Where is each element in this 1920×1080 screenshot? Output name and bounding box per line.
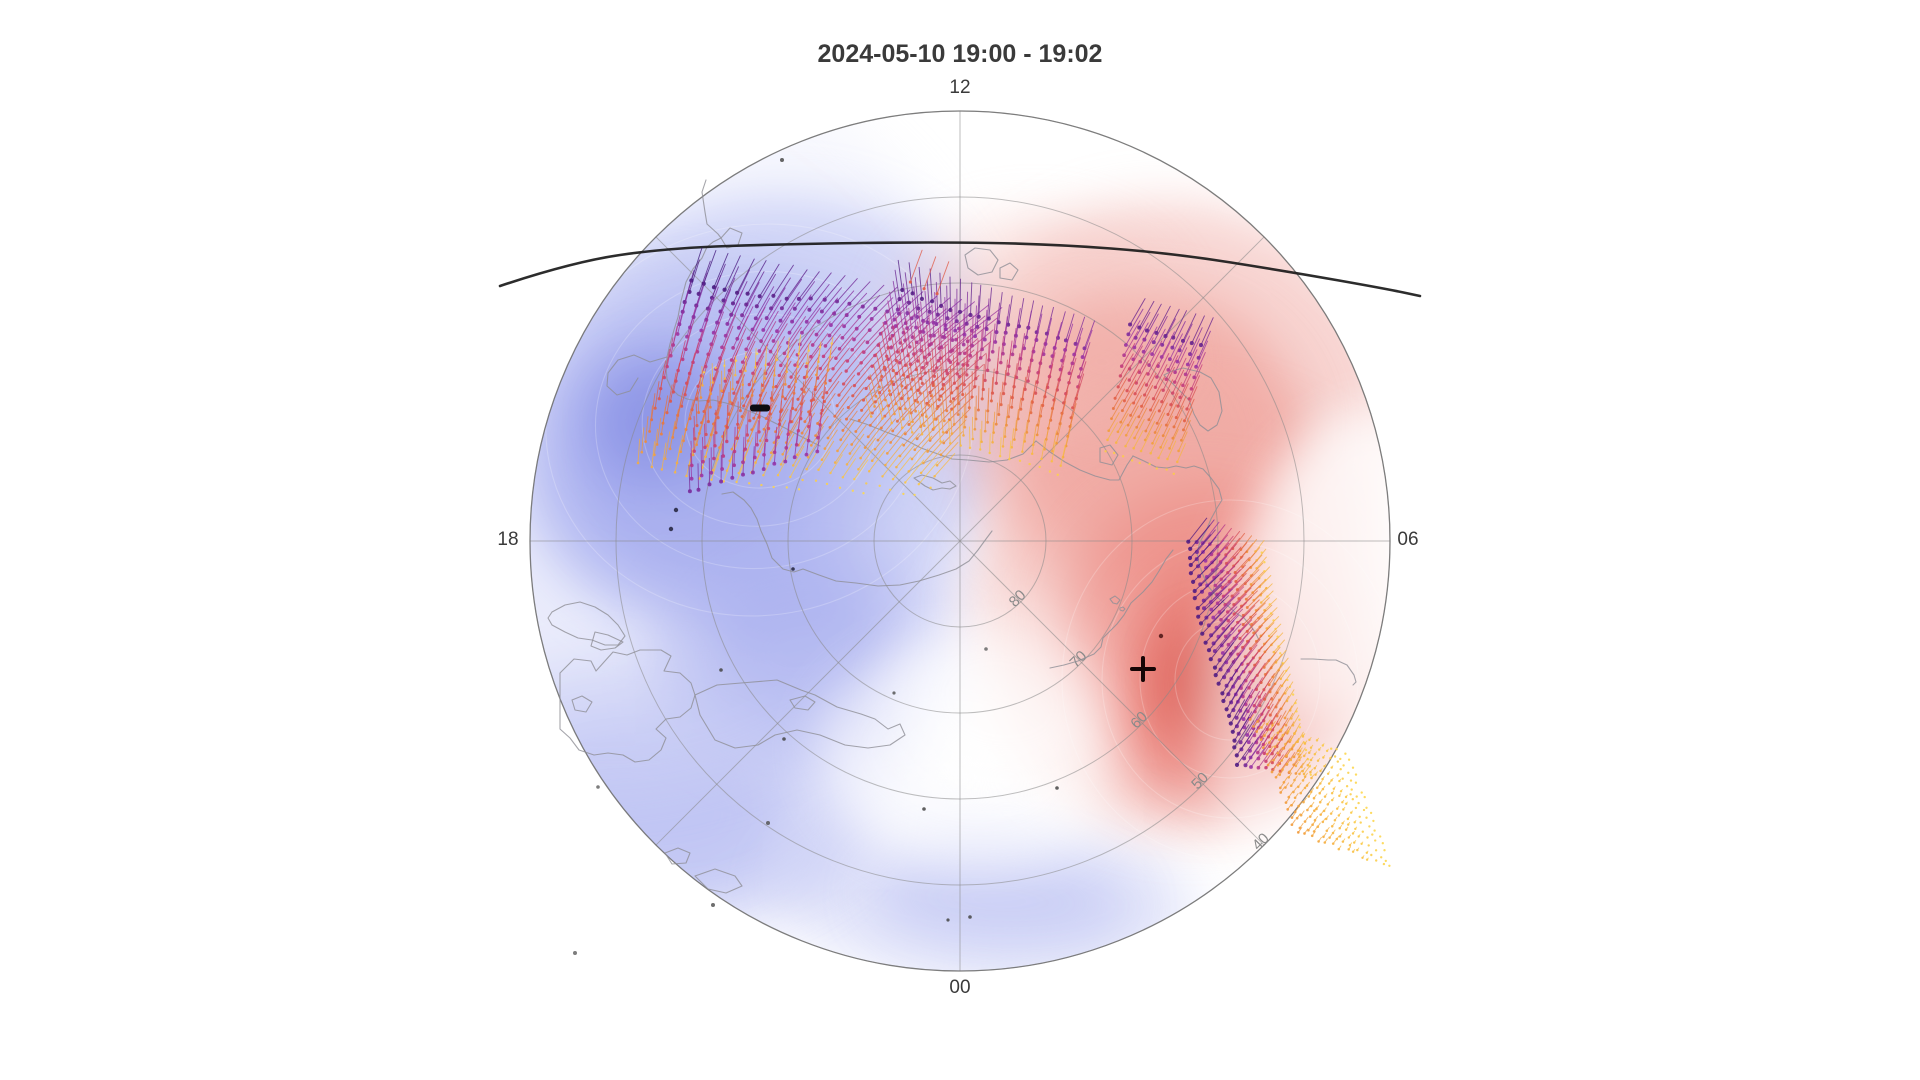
svg-text:00: 00 xyxy=(949,977,970,998)
svg-text:06: 06 xyxy=(1397,529,1418,550)
svg-text:12: 12 xyxy=(949,77,970,98)
svg-text:18: 18 xyxy=(497,529,518,550)
